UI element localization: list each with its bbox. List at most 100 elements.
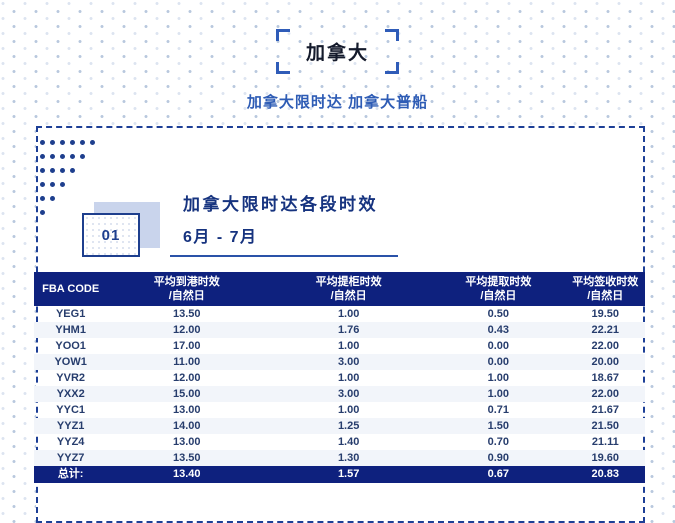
- value-cell: 0.90: [487, 452, 510, 464]
- dot-icon: [90, 140, 95, 145]
- header-pickup-container: 平均提柜时效 /自然日: [266, 272, 432, 306]
- dot-icon: [60, 168, 65, 173]
- dot-row: [40, 174, 100, 187]
- dot-icon: [50, 140, 55, 145]
- fba-code-cell: YYZ7: [56, 452, 85, 464]
- dot-row: [40, 160, 100, 173]
- fba-code-cell: YOW1: [54, 356, 87, 368]
- table-row: YEG1 13.50 1.00 0.50 19.50: [34, 306, 645, 322]
- fba-code-cell: YXX2: [56, 388, 85, 400]
- value-cell: 18.67: [591, 372, 620, 384]
- value-cell: 0.00: [487, 356, 510, 368]
- value-cell: 15.00: [172, 388, 201, 400]
- fba-code-cell: YYZ4: [56, 436, 85, 448]
- dot-icon: [50, 182, 55, 187]
- total-label-cell: 总计:: [34, 466, 108, 483]
- value-cell: 1.00: [337, 308, 360, 320]
- dot-icon: [60, 154, 65, 159]
- value-cell: 21.50: [591, 420, 620, 432]
- value-cell: 14.00: [172, 420, 201, 432]
- timeliness-table: FBA CODE 平均到港时效 /自然日 平均提柜时效 /自然日 平均提取时效 …: [34, 272, 645, 483]
- dot-row: [40, 146, 100, 159]
- value-cell: 3.00: [337, 356, 360, 368]
- bracket-corner-bottom-right-icon: [385, 62, 399, 74]
- dot-row: [40, 202, 100, 215]
- value-cell: 1.00: [487, 388, 510, 400]
- value-cell: 12.00: [172, 324, 201, 336]
- dot-icon: [50, 168, 55, 173]
- dot-icon: [60, 182, 65, 187]
- value-cell: 3.00: [337, 388, 360, 400]
- value-cell: 1.00: [337, 340, 360, 352]
- section-title: 加拿大限时达各段时效: [183, 195, 378, 214]
- header-arrival: 平均到港时效 /自然日: [107, 272, 267, 306]
- value-cell: 0.70: [487, 436, 510, 448]
- table-body: YEG1 13.50 1.00 0.50 19.50 YHM1 12.00 1.76 0.43 2…: [34, 306, 645, 466]
- value-cell: 11.00: [173, 356, 201, 368]
- dot-row: [40, 132, 100, 145]
- dot-icon: [80, 140, 85, 145]
- value-cell: 1.00: [337, 372, 360, 384]
- bracket-corner-bottom-left-icon: [275, 62, 290, 74]
- value-cell: 22.00: [591, 340, 620, 352]
- dot-icon: [70, 140, 75, 145]
- value-cell: 17.00: [172, 340, 201, 352]
- dot-icon: [40, 154, 45, 159]
- dot-icon: [80, 154, 85, 159]
- table-row: YVR2 12.00 1.00 1.00 18.67: [34, 370, 645, 386]
- bracket-corner-top-right-icon: [385, 29, 399, 41]
- value-cell: 12.00: [172, 372, 201, 384]
- value-cell: 19.60: [591, 452, 620, 464]
- fba-code-cell: YEG1: [55, 308, 86, 320]
- value-cell: 1.30: [337, 452, 360, 464]
- value-cell: 1.50: [487, 420, 510, 432]
- value-cell: 20.00: [591, 356, 620, 368]
- table-header: FBA CODE 平均到港时效 /自然日 平均提柜时效 /自然日 平均提取时效 …: [34, 272, 645, 306]
- dot-triangle-decoration: [40, 132, 100, 216]
- dot-icon: [40, 182, 45, 187]
- value-cell: 1.76: [337, 324, 360, 336]
- value-cell: 13.00: [172, 404, 201, 416]
- dot-icon: [40, 210, 45, 215]
- value-cell: 22.00: [591, 388, 620, 400]
- fba-code-cell: YYC1: [56, 404, 86, 416]
- fba-code-cell: YYZ1: [56, 420, 85, 432]
- table-row: YHM1 12.00 1.76 0.43 22.21: [34, 322, 645, 338]
- table-row: YYZ1 14.00 1.25 1.50 21.50: [34, 418, 645, 434]
- fba-code-cell: YHM1: [55, 324, 86, 336]
- dot-icon: [50, 154, 55, 159]
- bracket-corner-top-left-icon: [275, 29, 290, 41]
- fba-code-cell: YOO1: [55, 340, 86, 352]
- table-header-row: FBA CODE 平均到港时效 /自然日 平均提柜时效 /自然日 平均提取时效 …: [34, 272, 645, 306]
- table-row: YOO1 17.00 1.00 0.00 22.00: [34, 338, 645, 354]
- total-value-cell: 13.40: [107, 466, 267, 483]
- value-cell: 19.50: [591, 308, 620, 320]
- value-cell: 21.67: [591, 404, 620, 416]
- title-bracket-frame: 加拿大: [275, 29, 399, 74]
- value-cell: 22.21: [591, 324, 620, 336]
- dot-icon: [40, 196, 45, 201]
- value-cell: 0.50: [487, 308, 510, 320]
- header-fba-code: FBA CODE: [34, 272, 108, 306]
- value-cell: 1.00: [337, 404, 360, 416]
- value-cell: 0.43: [487, 324, 510, 336]
- dot-icon: [50, 196, 55, 201]
- dot-icon: [70, 168, 75, 173]
- value-cell: 1.40: [337, 436, 360, 448]
- section-number-badge: 01: [82, 213, 140, 257]
- page-subtitle: 加拿大限时达 加拿大普船: [246, 94, 429, 111]
- page-title: 加拿大: [305, 43, 369, 64]
- value-cell: 1.25: [337, 420, 360, 432]
- page-header: 加拿大 加拿大限时达 加拿大普船: [0, 0, 675, 112]
- dot-icon: [40, 140, 45, 145]
- header-signed: 平均签收时效 /自然日: [565, 272, 645, 306]
- header-retrieval: 平均提取时效 /自然日: [431, 272, 566, 306]
- total-value-cell: 0.67: [431, 466, 566, 483]
- value-cell: 13.50: [172, 452, 201, 464]
- table-row: YXX2 15.00 3.00 1.00 22.00: [34, 386, 645, 402]
- dot-icon: [60, 140, 65, 145]
- value-cell: 13.50: [172, 308, 201, 320]
- fba-code-cell: YVR2: [56, 372, 86, 384]
- section-number: 01: [101, 226, 121, 244]
- table-footer: 总计: 13.40 1.57 0.67 20.83: [34, 466, 645, 483]
